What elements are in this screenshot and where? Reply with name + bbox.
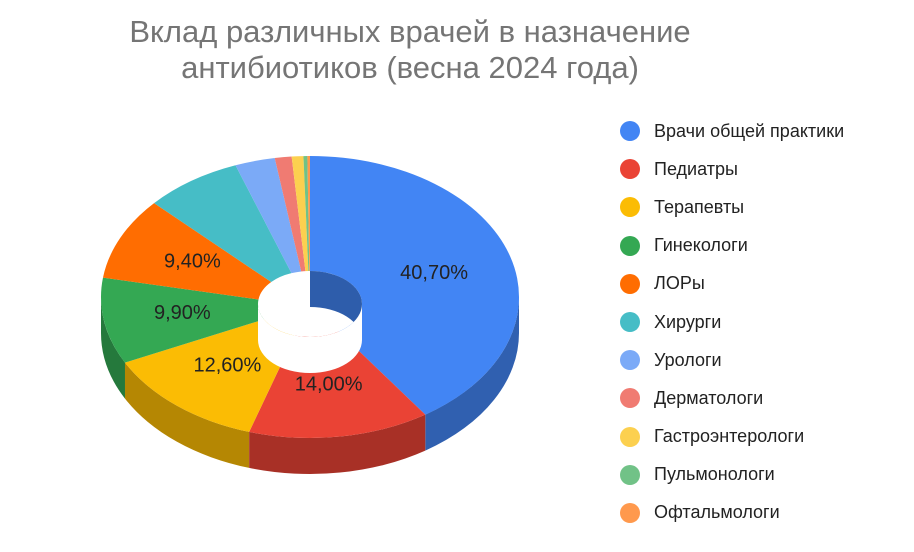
- legend-swatch-icon: [620, 426, 640, 447]
- pie-slice-9: [303, 156, 310, 272]
- legend-label: Урологи: [654, 349, 722, 370]
- legend-label: Гастроэнтерологи: [654, 426, 805, 447]
- legend-item-5[interactable]: Хирурги: [620, 303, 910, 341]
- legend-swatch-icon: [620, 388, 640, 409]
- legend-swatch-icon: [620, 273, 640, 294]
- legend-swatch-icon: [620, 502, 640, 523]
- pie-hole-floor: [258, 304, 362, 373]
- pie-wall-3: [101, 297, 125, 399]
- pie-slice-2: [124, 319, 295, 432]
- legend-item-7[interactable]: Дерматологи: [620, 379, 910, 417]
- legend-label: Терапевты: [654, 196, 745, 217]
- legend-item-3[interactable]: Гинекологи: [620, 227, 910, 265]
- legend-label: Педиатры: [654, 158, 738, 179]
- legend-swatch-icon: [620, 159, 640, 180]
- legend-label: Врачи общей практики: [654, 120, 845, 141]
- pie-slice-8: [291, 156, 309, 272]
- legend-item-6[interactable]: Урологи: [620, 341, 910, 379]
- pie-wall-2: [124, 362, 250, 468]
- chart-title-line-1: Вклад различных врачей в назначение: [129, 14, 691, 49]
- legend-swatch-icon: [620, 235, 640, 256]
- legend-swatch-icon: [620, 312, 640, 333]
- legend-swatch-icon: [620, 121, 640, 142]
- legend-item-1[interactable]: Педиатры: [620, 150, 910, 188]
- slice-label-4: 9,40%: [164, 250, 221, 272]
- legend-swatch-icon: [620, 350, 640, 371]
- legend-label: ЛОРы: [654, 273, 705, 294]
- pie-slice-5: [154, 165, 292, 283]
- chart-title: Вклад различных врачей в назначение анти…: [40, 14, 780, 86]
- legend-item-9[interactable]: Пульмонологи: [620, 456, 910, 494]
- legend-item-10[interactable]: Офтальмологи: [620, 494, 910, 532]
- pie-slice-0: [310, 156, 519, 415]
- slice-label-1: 14,00%: [295, 374, 363, 396]
- legend-item-2[interactable]: Терапевты: [620, 188, 910, 226]
- legend-label: Пульмонологи: [654, 464, 775, 485]
- slice-label-0: 40,70%: [400, 262, 468, 284]
- pie-slice-3: [100, 277, 264, 363]
- legend-item-0[interactable]: Врачи общей практики: [620, 112, 910, 150]
- pie-slice-10: [307, 156, 310, 272]
- pie-wall-1: [249, 414, 426, 474]
- legend-item-8[interactable]: Гастроэнтерологи: [620, 418, 910, 456]
- pie-slice-6: [235, 158, 302, 274]
- legend-label: Гинекологи: [654, 235, 748, 256]
- slice-label-3: 9,90%: [154, 302, 211, 324]
- legend-label: Дерматологи: [654, 387, 764, 408]
- legend-label: Хирурги: [654, 311, 722, 332]
- legend: Врачи общей практики Педиатры Терапевты Гин…: [620, 112, 910, 532]
- legend-label: Офтальмологи: [654, 502, 780, 523]
- pie-slice-7: [274, 156, 306, 272]
- legend-swatch-icon: [620, 197, 640, 218]
- slice-label-2: 12,60%: [193, 354, 261, 376]
- pie-slice-4: [102, 203, 272, 300]
- legend-swatch-icon: [620, 464, 640, 485]
- pie-hole-wall-0: [310, 271, 362, 340]
- legend-item-4[interactable]: ЛОРы: [620, 265, 910, 303]
- chart-title-line-2: антибиотиков (весна 2024 года): [181, 50, 639, 85]
- pie-wall-0: [425, 297, 519, 451]
